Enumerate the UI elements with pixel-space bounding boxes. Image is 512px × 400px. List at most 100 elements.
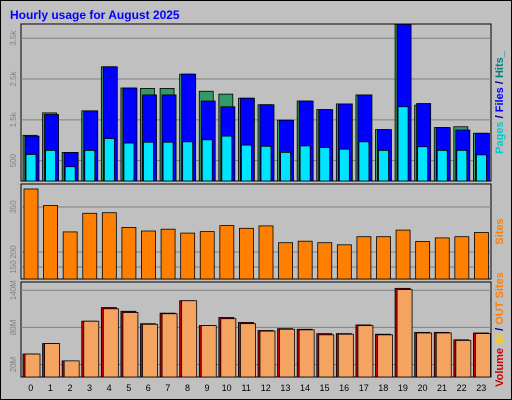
bar-volume-out-10 (220, 318, 237, 378)
panel-volume-tick-label: 80M (9, 319, 18, 335)
bar-hits-pages-10 (221, 135, 233, 182)
panel-sites-plot-area (20, 183, 492, 280)
panel-sites-bars (23, 188, 489, 280)
bar-sites-sites-10 (219, 225, 235, 280)
bar-sites-sites-6 (141, 230, 156, 280)
bar-volume-out-6 (142, 323, 158, 378)
x-tick-label-21: 21 (437, 383, 447, 393)
panel-hits-side-label-part: Pages (494, 121, 506, 153)
bar-hits-pages-1 (45, 150, 56, 182)
x-tick-label-3: 3 (87, 383, 92, 393)
bar-sites-sites-21 (434, 237, 450, 280)
bar-sites-sites-4 (101, 212, 117, 280)
x-tick-label-7: 7 (165, 383, 170, 393)
bar-volume-out-8 (181, 300, 198, 378)
bar-volume-out-18 (377, 334, 393, 378)
bar-volume-out-13 (279, 328, 295, 378)
bar-sites-sites-2 (62, 231, 78, 280)
panel-hits-bars (22, 23, 490, 182)
bar-volume-out-11 (240, 323, 256, 378)
bar-hits-pages-5 (123, 142, 135, 182)
panel-hits-tick-label: 3.5k (9, 30, 18, 46)
bar-volume-out-3 (83, 320, 100, 378)
panel-sites-side-label: Sites (494, 218, 506, 244)
panel-volume-side-label: Volume IN / OUT Sites (494, 272, 506, 387)
bar-hits-pages-2 (64, 166, 76, 182)
bar-sites-sites-22 (454, 236, 470, 280)
bar-sites-sites-20 (415, 241, 431, 280)
bar-sites-sites-12 (258, 225, 274, 280)
bar-hits-pages-15 (319, 147, 331, 182)
bar-volume-out-5 (122, 312, 139, 378)
bar-volume-out-17 (357, 325, 374, 378)
panel-volume-plot-area (20, 281, 492, 378)
x-tick-label-14: 14 (300, 383, 310, 393)
panel-volume: 140M 80M 20M Volume IN / OUT Sites (9, 272, 506, 387)
panel-sites-tick-label: 200 (9, 245, 18, 259)
panel-hits-side-label-part: / (494, 112, 506, 121)
panel-hits-tick-label: 1.5k (9, 111, 18, 127)
bar-volume-out-7 (161, 313, 178, 378)
x-tick-label-9: 9 (205, 383, 210, 393)
bar-sites-sites-13 (278, 242, 293, 280)
bar-hits-pages-23 (476, 154, 487, 182)
bar-hits-pages-3 (84, 150, 96, 182)
bar-volume-out-14 (298, 329, 315, 378)
x-tick-label-13: 13 (280, 383, 290, 393)
bar-hits-pages-20 (417, 146, 429, 182)
panel-sites-side-label-part: Sites (494, 218, 506, 244)
bar-sites-sites-0 (23, 188, 39, 280)
bar-sites-sites-18 (376, 236, 391, 280)
bar-volume-out-12 (259, 330, 276, 378)
x-tick-label-17: 17 (359, 383, 369, 393)
bar-sites-sites-16 (336, 244, 352, 280)
bar-hits-pages-4 (103, 138, 115, 182)
panel-volume-bars (22, 287, 491, 378)
bar-hits-pages-18 (378, 150, 389, 182)
bar-sites-sites-3 (82, 212, 98, 280)
bar-hits-pages-16 (338, 148, 350, 182)
panel-volume-tick-label: 20M (9, 356, 18, 372)
x-tick-label-19: 19 (398, 383, 408, 393)
x-tick-label-23: 23 (476, 383, 486, 393)
panel-hits-side-label-part: _ (494, 50, 506, 58)
bar-sites-sites-5 (121, 226, 137, 280)
bar-sites-sites-23 (474, 232, 489, 280)
bar-hits-pages-0 (25, 154, 37, 182)
bar-sites-sites-15 (317, 242, 333, 280)
bar-hits-pages-8 (182, 141, 194, 182)
bar-volume-out-22 (455, 340, 472, 378)
bar-hits-pages-21 (436, 150, 448, 182)
panel-hits-side-label-part: Hits (494, 57, 506, 78)
x-tick-label-5: 5 (126, 383, 131, 393)
panel-hits-tick-label: 500 (9, 153, 18, 167)
panel-hits-side-label-part: / (494, 78, 506, 87)
panel-hits: 3.5k 2.5k 1.5k 500 Pages / Files / Hits_ (9, 23, 506, 182)
bar-hits-pages-6 (143, 141, 154, 182)
bar-sites-sites-9 (199, 231, 215, 280)
panel-hits-tick-label: 2.5k (9, 70, 18, 86)
bar-sites-sites-7 (160, 228, 176, 280)
panel-sites-tick-label: 150 (9, 260, 18, 274)
bar-hits-pages-7 (162, 141, 174, 182)
chart-panels: 3.5k 2.5k 1.5k 500 Pages / Files / Hits_ 350 2… (9, 23, 506, 387)
bar-sites-sites-17 (356, 236, 372, 280)
x-tick-label-6: 6 (146, 383, 151, 393)
bar-hits-pages-22 (456, 150, 468, 182)
bar-hits-pages-19 (397, 106, 409, 182)
x-tick-label-10: 10 (222, 383, 232, 393)
x-tick-label-0: 0 (28, 383, 33, 393)
chart-title: Hourly usage for August 2025 (10, 8, 180, 22)
x-tick-label-11: 11 (242, 383, 251, 393)
panel-hits-plot-area (20, 23, 492, 182)
bar-volume-out-21 (435, 332, 452, 378)
bar-volume-out-20 (416, 332, 433, 378)
x-tick-label-20: 20 (417, 383, 427, 393)
bar-hits-pages-13 (280, 152, 291, 182)
panel-volume-side-label-part: Volume (494, 348, 506, 387)
bar-volume-out-4 (102, 308, 119, 378)
x-tick-label-1: 1 (48, 383, 53, 393)
bar-hits-pages-12 (260, 145, 272, 182)
